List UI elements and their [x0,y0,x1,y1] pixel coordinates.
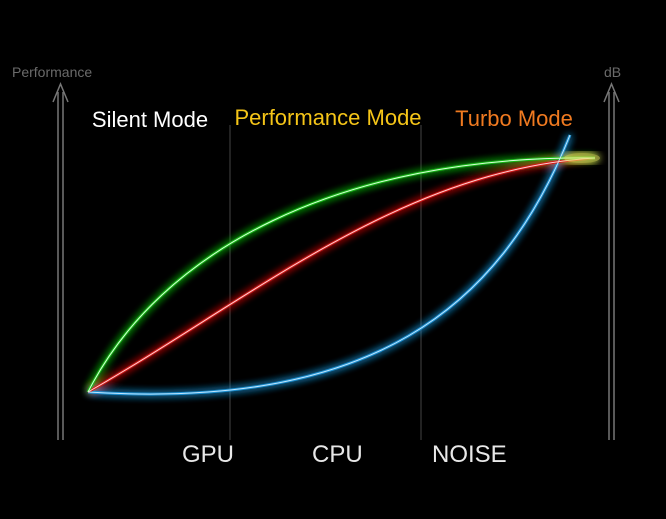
right-arrow [603,82,620,103]
legend-label: GPU [182,441,234,468]
mode-label: Turbo Mode [455,106,573,131]
curve-cores [87,134,596,395]
noise-core [87,134,571,395]
end-glow [564,153,600,163]
left-arrow [52,82,69,103]
legend-label: CPU [312,441,363,468]
axes [52,82,620,440]
cpu-core [87,157,596,393]
mode-label: Silent Mode [92,107,208,132]
legend-label: NOISE [432,441,507,468]
axis-label: dB [604,64,621,80]
axis-label: Performance [12,64,92,80]
gpu-core [87,157,596,393]
mode-label: Performance Mode [234,105,421,130]
